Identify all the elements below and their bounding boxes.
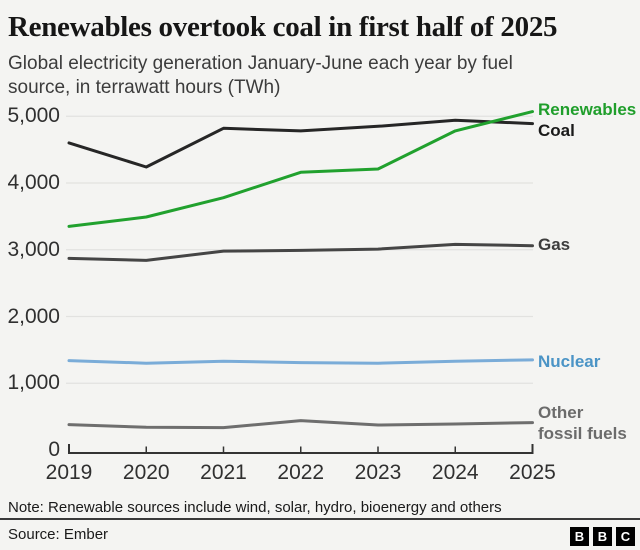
line-renewables: [67, 110, 534, 228]
y-tick-label: 4,000: [7, 171, 60, 194]
x-tick-label: 2019: [45, 461, 93, 484]
x-tick-label: 2024: [431, 461, 479, 484]
series-lines: [67, 110, 534, 430]
line-coal: [67, 118, 534, 169]
source-attribution: Source: Ember: [8, 526, 109, 543]
y-tick-label: 2,000: [7, 304, 60, 328]
x-tick-label: 2023: [354, 461, 402, 484]
x-tick-label: 2022: [277, 461, 325, 484]
line-nuclear: [67, 358, 534, 365]
series-label-nuclear: Nuclear: [538, 352, 601, 371]
y-tick-label: 3,000: [7, 237, 60, 261]
series-label-coal: Coal: [538, 121, 575, 140]
line-other-fossil-fuels: [67, 419, 534, 430]
line-gas: [67, 242, 534, 262]
series-label-gas: Gas: [538, 235, 571, 254]
page-subtitle: Global electricity generation January-Ju…: [8, 53, 513, 98]
bbc-logo: B B C: [570, 527, 635, 546]
y-tick-label: 5,000: [7, 104, 60, 128]
series-label-other-fossil-fuels: Other fossil fuels: [538, 403, 627, 443]
bbc-logo-letter: B: [570, 527, 589, 546]
footnote: Note: Renewable sources include wind, so…: [8, 499, 502, 516]
page-title: Renewables overtook coal in first half o…: [8, 11, 558, 43]
x-axis: [68, 444, 534, 454]
bbc-logo-letter: C: [616, 527, 635, 546]
series-label-renewables: Renewables: [538, 100, 637, 119]
x-tick-label: 2021: [200, 461, 247, 484]
bbc-logo-letter: B: [593, 527, 612, 546]
y-tick-label: 0: [48, 438, 60, 461]
x-tick-label: 2020: [122, 461, 170, 484]
y-tick-label: 1,000: [7, 371, 60, 395]
divider: [0, 518, 640, 520]
x-tick-label: 2025: [509, 461, 556, 484]
